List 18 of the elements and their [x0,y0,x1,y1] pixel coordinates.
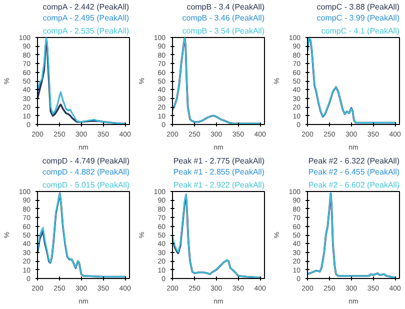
series-label: compB - 3.54 (PeakAll) [182,26,265,36]
text: Peak #1 - 2.775 (PeakAll) [173,156,265,166]
series-label: compC - 4.1 (PeakAll) [321,26,400,36]
text: compC - 3.88 (PeakAll) [316,2,400,12]
text: compD - 4.882 (PeakAll) [42,168,130,176]
text: Peak #2 - 6.602 (PeakAll) [308,180,400,190]
text: Peak #1 - 2.855 (PeakAll) [173,168,265,176]
text: Peak #2 - 6.455 (PeakAll) [308,168,400,176]
text: Peak #2 - 6.322 (PeakAll) [308,156,400,166]
series-label: compA - 2.535 (PeakAll) [42,26,130,36]
text: compC - 3.99 (PeakAll) [316,14,400,22]
series-label: compB - 3.46 (PeakAll) [182,14,265,22]
text: compD - 5.015 (PeakAll) [42,180,130,190]
text: compD - 4.749 (PeakAll) [42,156,130,166]
series-label: compA - 2.495 (PeakAll) [42,14,130,22]
series-label: Peak #1 - 2.922 (PeakAll) [173,180,265,190]
text: compA - 2.442 (PeakAll) [42,2,130,12]
text: compB - 3.4 (PeakAll) [186,2,265,12]
